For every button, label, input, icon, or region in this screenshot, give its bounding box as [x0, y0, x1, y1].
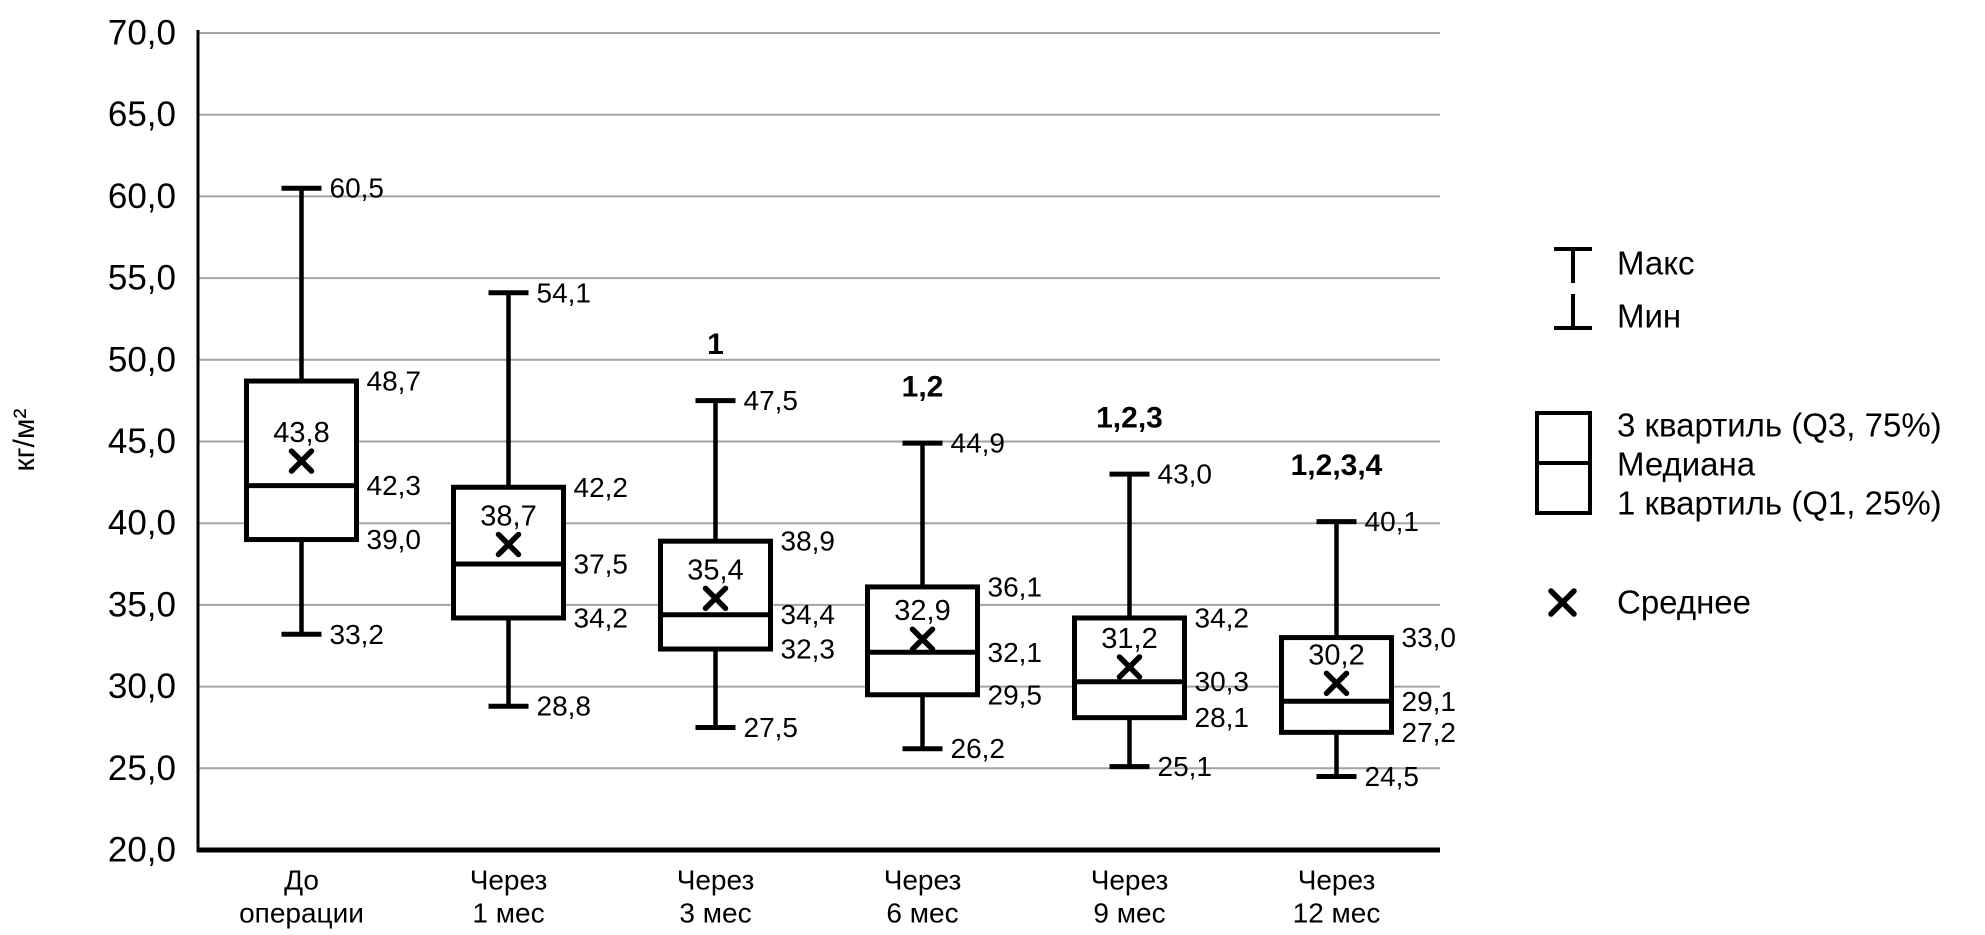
max-label: 54,1	[537, 277, 592, 308]
box-rect	[1279, 635, 1394, 735]
q1-label: 39,0	[367, 524, 422, 555]
max-label: 44,9	[951, 428, 1006, 459]
mean-label: 35,4	[687, 554, 743, 586]
x-tick-label-line1: Через	[1091, 865, 1169, 896]
max-label: 60,5	[330, 173, 385, 204]
q3-label: 33,0	[1402, 622, 1457, 653]
y-tick-label: 65,0	[108, 95, 176, 134]
mean-label: 43,8	[273, 417, 329, 449]
legend-median-label: Медиана	[1617, 446, 1756, 483]
q1-label: 34,2	[574, 602, 629, 633]
mean-label: 30,2	[1308, 639, 1364, 671]
significance-annotation: 1,2,3	[1096, 402, 1163, 435]
x-tick-label-line2: 9 мес	[1093, 898, 1165, 929]
y-tick-label: 30,0	[108, 667, 176, 706]
max-label: 40,1	[1365, 506, 1420, 537]
x-tick-label-line1: Через	[677, 865, 755, 896]
mean-marker	[909, 626, 936, 652]
min-label: 26,2	[951, 733, 1006, 764]
median-label: 30,3	[1195, 666, 1250, 697]
q3-label: 38,9	[781, 526, 836, 557]
mean-label: 31,2	[1101, 623, 1157, 655]
mean-marker	[288, 448, 315, 474]
legend: Макс Мин 3 квартиль (Q3, 75%) Медиана 1 …	[1535, 245, 1942, 621]
mean-cross-icon	[1548, 588, 1577, 617]
median-label: 29,1	[1402, 686, 1457, 717]
mean-marker	[495, 531, 522, 558]
legend-q3-label: 3 квартиль (Q3, 75%)	[1617, 407, 1942, 444]
median-label: 34,4	[781, 599, 836, 630]
min-label: 33,2	[330, 619, 385, 650]
y-tick-label: 50,0	[108, 340, 176, 379]
box-rect	[451, 484, 566, 621]
q1-label: 28,1	[1195, 702, 1250, 733]
x-tick-label-line1: Через	[884, 865, 962, 896]
y-tick-label: 70,0	[108, 14, 176, 53]
legend-mean-label: Среднее	[1617, 584, 1751, 621]
median-label: 37,5	[574, 549, 629, 580]
y-tick-label: 20,0	[108, 831, 176, 870]
q3-label: 48,7	[367, 366, 422, 397]
q3-label: 42,2	[574, 472, 629, 503]
legend-q1-label: 1 квартиль (Q1, 25%)	[1617, 485, 1942, 522]
legend-max-label: Макс	[1617, 245, 1695, 282]
y-tick-label: 25,0	[108, 749, 176, 788]
plot-area: 20,0 25,0 30,0 35,0 40,0 45,0 50,0 55,0 60,0 65,0…	[108, 14, 1456, 929]
y-tick-label: 45,0	[108, 422, 176, 461]
q3-label: 34,2	[1195, 602, 1250, 633]
y-axis-label: кг/м²	[8, 408, 41, 471]
min-whisker-icon	[1554, 294, 1592, 330]
x-tick-label-line1: До	[284, 865, 319, 896]
x-tick-label-line2: 6 мес	[886, 898, 958, 929]
q1-label: 29,5	[988, 679, 1043, 710]
mean-label: 32,9	[894, 595, 950, 627]
q1-label: 27,2	[1402, 717, 1457, 748]
max-label: 43,0	[1158, 459, 1213, 490]
min-label: 24,5	[1365, 761, 1420, 792]
y-tick-label: 40,0	[108, 504, 176, 543]
x-tick-label-line1: Через	[470, 865, 548, 896]
significance-annotation: 1	[707, 328, 724, 361]
mean-marker	[702, 585, 729, 612]
mean-marker	[1116, 654, 1143, 680]
mean-marker	[1323, 670, 1350, 697]
y-tick-label: 60,0	[108, 177, 176, 216]
q3-label: 36,1	[988, 571, 1043, 602]
x-tick-label-line2: 12 мес	[1293, 898, 1381, 929]
significance-annotation: 1,2,3,4	[1291, 449, 1383, 482]
significance-annotation: 1,2	[902, 371, 944, 404]
median-label: 42,3	[367, 470, 422, 501]
max-label: 47,5	[744, 385, 799, 416]
min-label: 27,5	[744, 712, 799, 743]
mean-label: 38,7	[480, 500, 536, 532]
y-tick-label: 55,0	[108, 259, 176, 298]
q1-label: 32,3	[781, 634, 836, 665]
x-tick-label-line2: 1 мес	[472, 898, 544, 929]
median-label: 32,1	[988, 637, 1043, 668]
x-tick-label-line2: операции	[239, 898, 364, 929]
legend-min-label: Мин	[1617, 298, 1681, 335]
min-label: 25,1	[1158, 751, 1213, 782]
quartile-box-icon	[1535, 411, 1592, 515]
x-tick-label-line2: 3 мес	[679, 898, 751, 929]
max-whisker-icon	[1554, 247, 1592, 283]
x-tick-label-line1: Через	[1298, 865, 1376, 896]
y-tick-label: 35,0	[108, 585, 176, 624]
min-label: 28,8	[537, 691, 592, 722]
